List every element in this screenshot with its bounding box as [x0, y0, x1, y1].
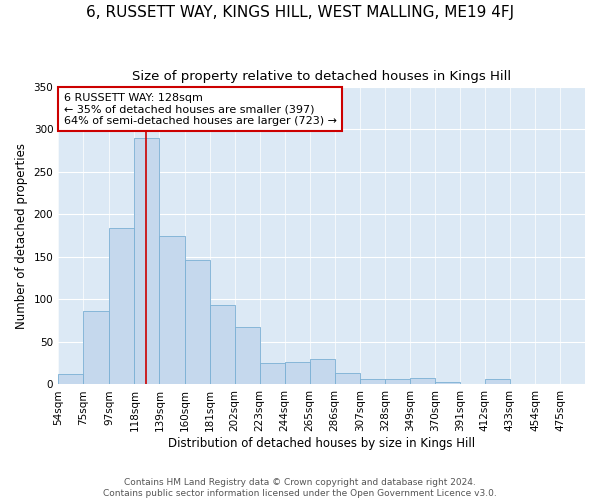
Bar	[410, 378, 435, 384]
Bar	[109, 228, 134, 384]
Bar	[335, 374, 360, 384]
Bar	[260, 363, 284, 384]
Text: 6, RUSSETT WAY, KINGS HILL, WEST MALLING, ME19 4FJ: 6, RUSSETT WAY, KINGS HILL, WEST MALLING…	[86, 5, 514, 20]
Bar	[485, 380, 510, 384]
Bar	[83, 310, 109, 384]
Bar	[284, 362, 310, 384]
Text: 6 RUSSETT WAY: 128sqm
← 35% of detached houses are smaller (397)
64% of semi-det: 6 RUSSETT WAY: 128sqm ← 35% of detached …	[64, 92, 337, 126]
Bar	[209, 306, 235, 384]
Bar	[58, 374, 83, 384]
Bar	[160, 236, 185, 384]
X-axis label: Distribution of detached houses by size in Kings Hill: Distribution of detached houses by size …	[168, 437, 475, 450]
Bar	[385, 380, 410, 384]
Title: Size of property relative to detached houses in Kings Hill: Size of property relative to detached ho…	[132, 70, 511, 83]
Bar	[185, 260, 209, 384]
Bar	[310, 359, 335, 384]
Bar	[134, 138, 160, 384]
Y-axis label: Number of detached properties: Number of detached properties	[15, 142, 28, 328]
Text: Contains HM Land Registry data © Crown copyright and database right 2024.
Contai: Contains HM Land Registry data © Crown c…	[103, 478, 497, 498]
Bar	[235, 326, 260, 384]
Bar	[360, 380, 385, 384]
Bar	[435, 382, 460, 384]
